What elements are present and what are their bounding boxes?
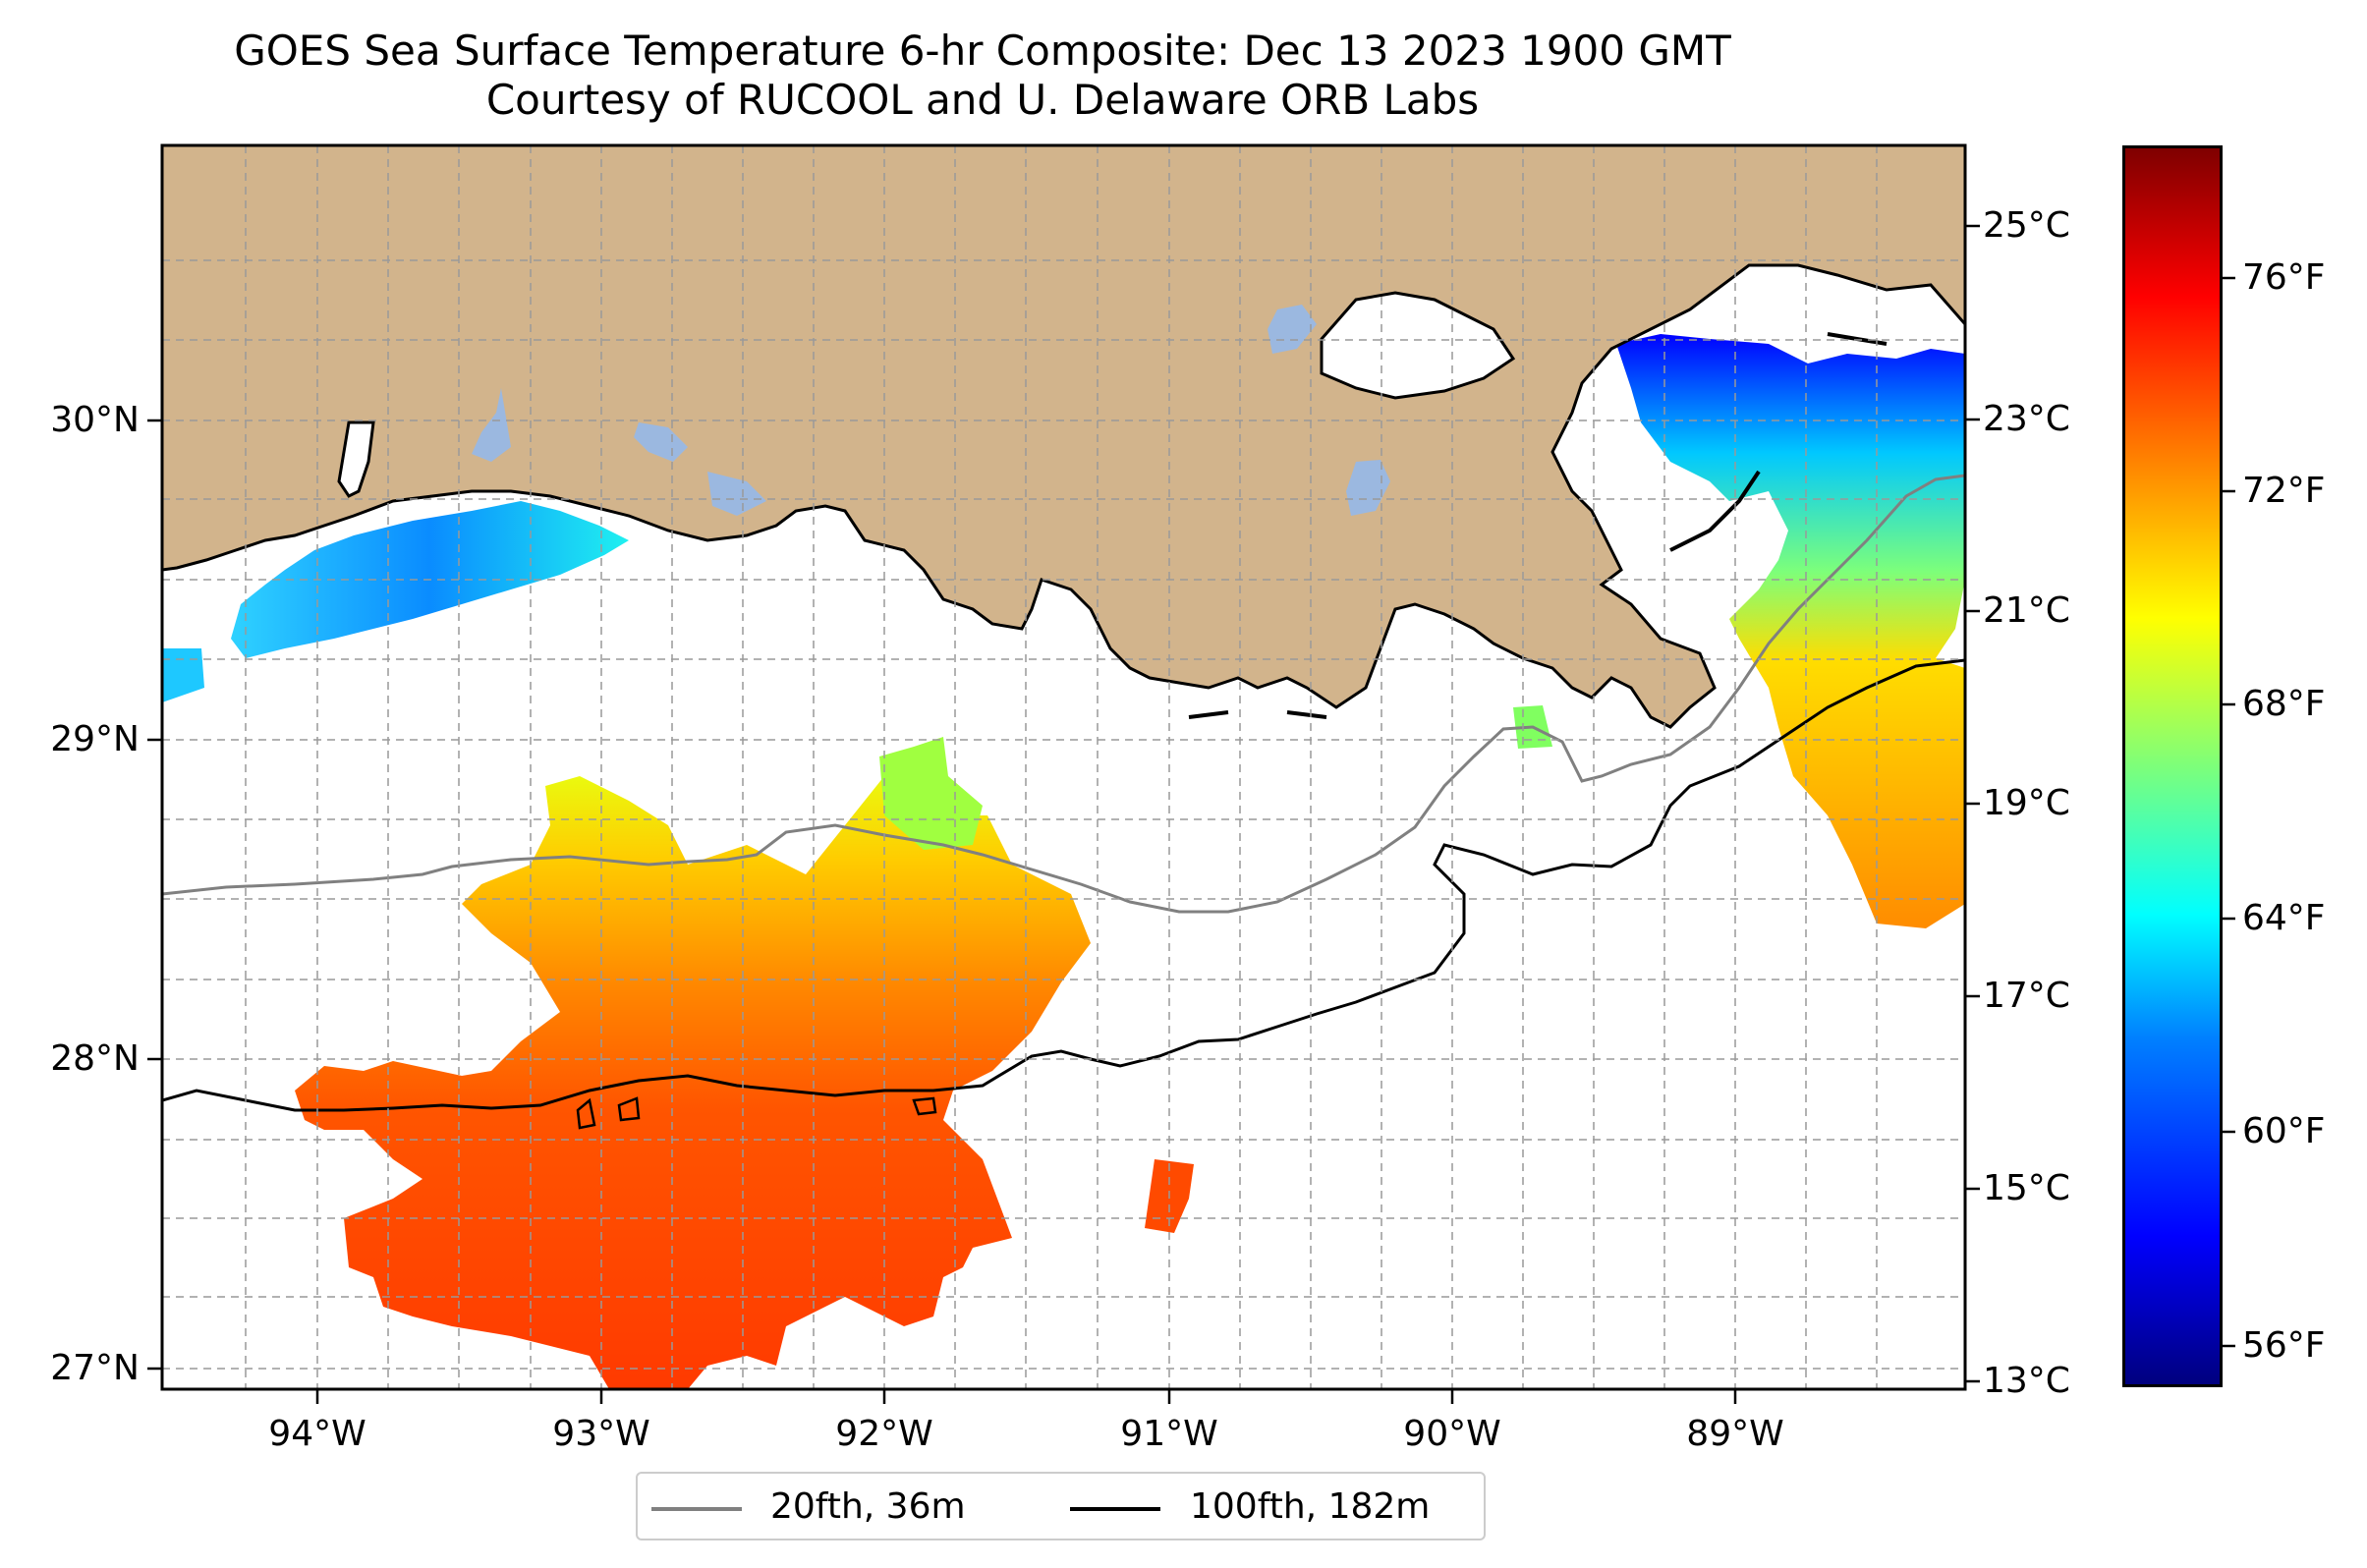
colorbar-label-23c: 23°C	[1983, 399, 2070, 439]
colorbar-label-15c: 15°C	[1983, 1168, 2070, 1208]
isobath-100fth-loops	[576, 1096, 937, 1130]
lat-label-30n: 30°N	[50, 400, 140, 440]
lon-label-91w: 91°W	[1120, 1414, 1218, 1454]
map-subtitle: Courtesy of RUCOOL and U. Delaware ORB L…	[485, 76, 1480, 124]
colorbar-label-76f: 76°F	[2242, 257, 2326, 298]
colorbar-label-60f: 60°F	[2242, 1111, 2326, 1151]
calcasieu-lake	[337, 420, 375, 498]
legend-label-100fth: 100fth, 182m	[1190, 1486, 1431, 1527]
lon-label-90w: 90°W	[1403, 1414, 1501, 1454]
colorbar-label-68f: 68°F	[2242, 684, 2326, 724]
colorbar-label-25c: 25°C	[1983, 205, 2070, 246]
colorbar-label-13c: 13°C	[1983, 1361, 2070, 1401]
colorbar-label-17c: 17°C	[1983, 976, 2070, 1016]
axis-ticks	[147, 224, 2235, 1404]
legend-label-20fth: 20fth, 36m	[770, 1486, 966, 1527]
colorbar-label-19c: 19°C	[1983, 783, 2070, 823]
lon-label-94w: 94°W	[268, 1414, 366, 1454]
lon-label-92w: 92°W	[835, 1414, 933, 1454]
map-title: GOES Sea Surface Temperature 6-hr Compos…	[234, 27, 1731, 75]
lat-label-28n: 28°N	[50, 1038, 140, 1079]
isobath-100fth	[162, 658, 1965, 1112]
lat-label-27n: 27°N	[50, 1348, 140, 1388]
lon-label-89w: 89°W	[1686, 1414, 1784, 1454]
temperature-colorbar	[2122, 145, 2223, 1387]
map-frame	[160, 143, 1967, 1391]
colorbar-label-72f: 72°F	[2242, 471, 2326, 511]
colorbar-label-21c: 21°C	[1983, 590, 2070, 631]
isobath-20fth	[162, 474, 1965, 914]
lat-label-29n: 29°N	[50, 719, 140, 759]
legend-swatch-20fth	[651, 1507, 742, 1511]
gridlines	[162, 145, 1965, 1389]
colorbar-label-64f: 64°F	[2242, 898, 2326, 938]
colorbar-label-56f: 56°F	[2242, 1325, 2326, 1366]
lake-pontchartrain	[1320, 291, 1516, 400]
lakes	[472, 305, 1390, 516]
lon-label-93w: 93°W	[552, 1414, 650, 1454]
legend-swatch-100fth	[1070, 1507, 1160, 1511]
isobath-legend: 20fth, 36m 100fth, 182m	[636, 1472, 1486, 1540]
land-area	[162, 145, 1965, 729]
